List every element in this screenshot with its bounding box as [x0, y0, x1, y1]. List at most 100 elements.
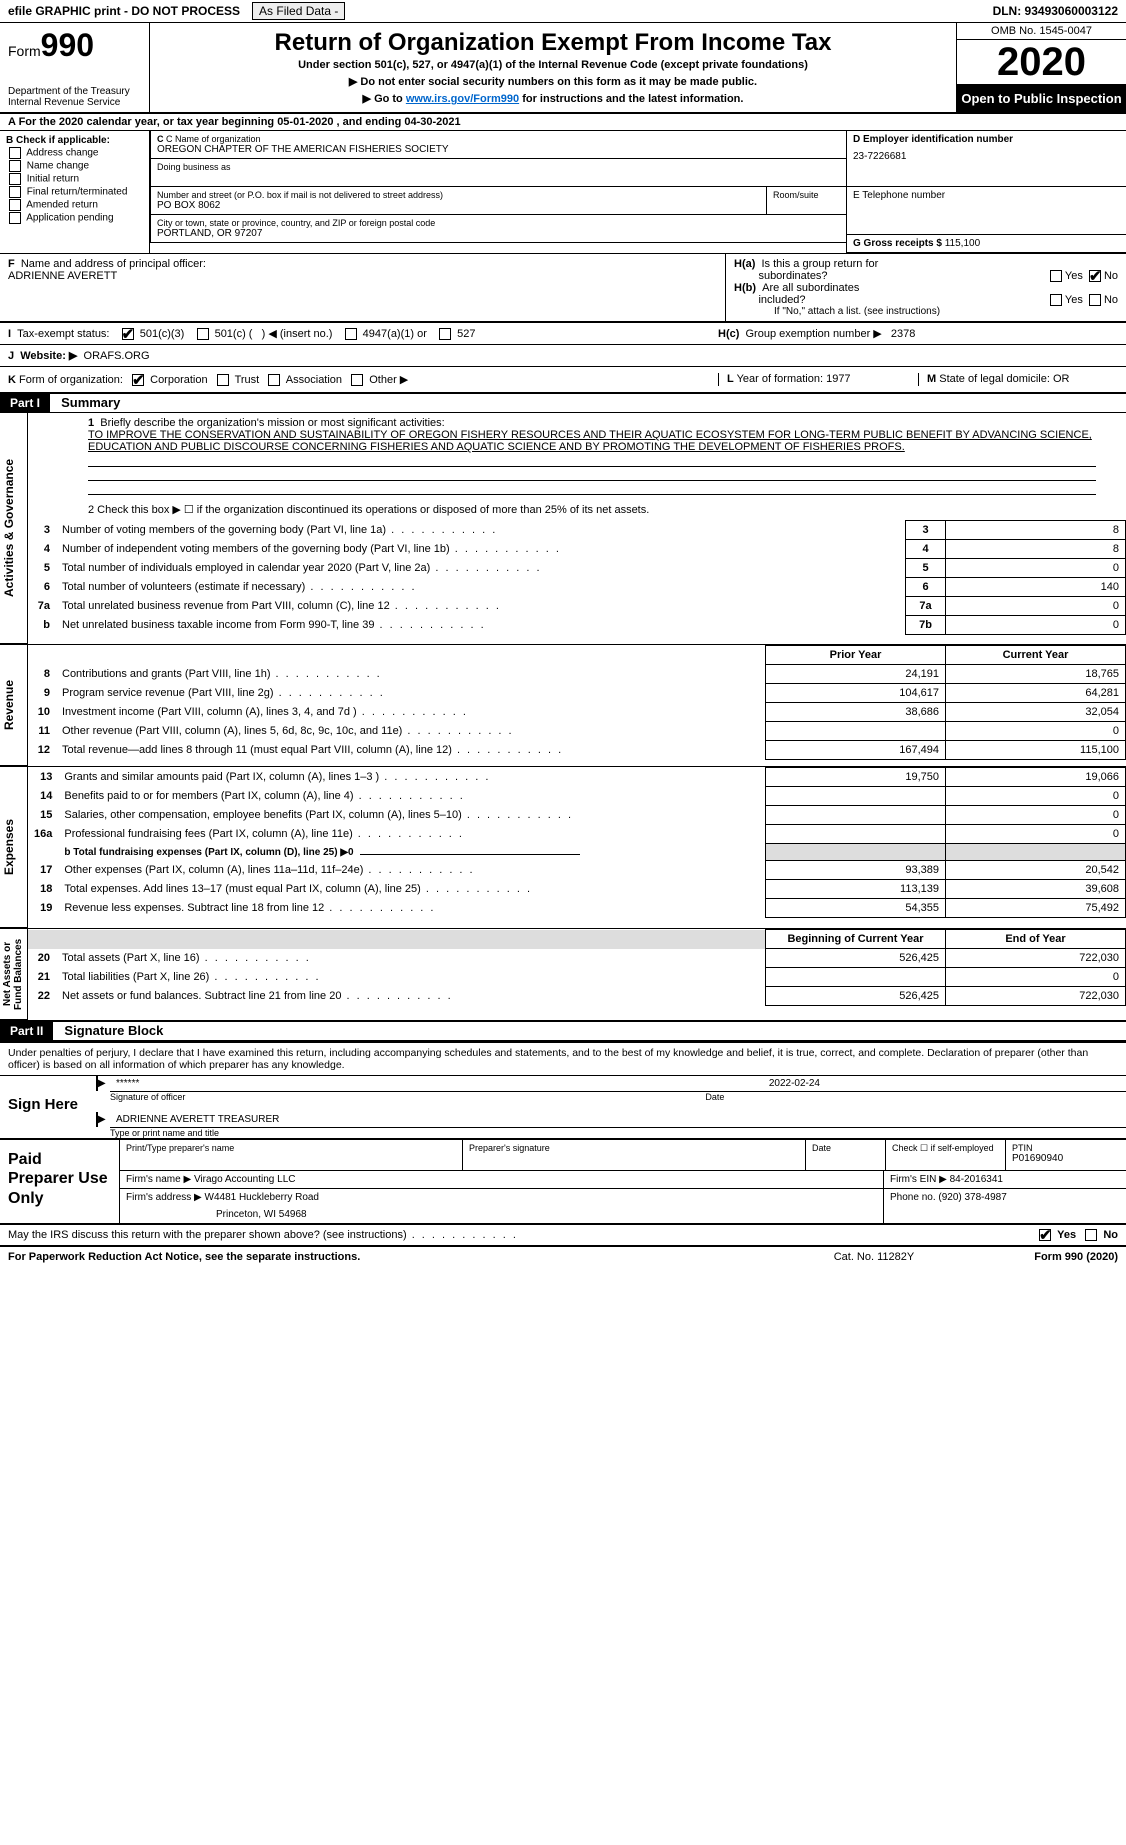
officer-name: ADRIENNE AVERETT — [8, 270, 717, 282]
j-website: J Website: ▶ ORAFS.ORG — [8, 349, 1118, 362]
org-name: OREGON CHAPTER OF THE AMERICAN FISHERIES… — [157, 144, 840, 155]
row-20: 20 Total assets (Part X, line 16) 526,42… — [28, 949, 1126, 968]
firm-ein: Firm's EIN ▶ 84-2016341 — [884, 1171, 1126, 1188]
sig-officer-label: Signature of officer — [110, 1092, 185, 1102]
street-label: Number and street (or P.O. box if mail i… — [157, 190, 760, 200]
ptin-value: P01690940 — [1012, 1153, 1120, 1164]
checkbox-name-change[interactable]: Name change — [6, 160, 143, 172]
i-tax-exempt: I Tax-exempt status: 501(c)(3) 501(c) ( … — [8, 327, 718, 340]
gov-row-6: 6 Total number of volunteers (estimate i… — [28, 578, 1126, 597]
firm-address: Firm's address ▶ W4481 Huckleberry Road — [126, 1192, 877, 1203]
sign-here-label: Sign Here — [0, 1076, 90, 1138]
gov-row-4: 4 Number of independent voting members o… — [28, 540, 1126, 559]
as-filed-btn[interactable]: As Filed Data - — [252, 2, 345, 20]
print-type-label: Print/Type preparer's name — [126, 1143, 456, 1153]
row-17: 17 Other expenses (Part IX, column (A), … — [28, 861, 1126, 880]
part1-badge: Part I — [0, 394, 50, 412]
part2-title: Signature Block — [56, 1021, 171, 1040]
row-a: A For the 2020 calendar year, or tax yea… — [0, 114, 1126, 131]
part1-title: Summary — [53, 393, 128, 412]
sig-date-label: Date — [705, 1092, 724, 1102]
checkbox-address-change[interactable]: Address change — [6, 147, 143, 159]
row-9: 9 Program service revenue (Part VIII, li… — [28, 684, 1126, 703]
gov-row-5: 5 Total number of individuals employed i… — [28, 559, 1126, 578]
row-13: 13 Grants and similar amounts paid (Part… — [28, 768, 1126, 787]
row-11: 11 Other revenue (Part VIII, column (A),… — [28, 722, 1126, 741]
city-label: City or town, state or province, country… — [157, 218, 840, 228]
form-number: Form990 — [8, 27, 141, 64]
checkbox-amended-return[interactable]: Amended return — [6, 199, 143, 211]
hc-row: H(c) Group exemption number ▶ 2378 — [718, 327, 1118, 340]
form-title: Return of Organization Exempt From Incom… — [158, 29, 948, 57]
dept-label: Department of the Treasury — [8, 86, 141, 97]
row-22: 22 Net assets or fund balances. Subtract… — [28, 987, 1126, 1006]
f-label: F Name and address of principal officer: — [8, 258, 717, 270]
subtitle-1: Under section 501(c), 527, or 4947(a)(1)… — [158, 59, 948, 71]
form990-link[interactable]: www.irs.gov/Form990 — [406, 93, 519, 105]
e-label: E Telephone number — [853, 190, 1120, 201]
k-form-org: K Form of organization: Corporation Trus… — [8, 373, 718, 386]
m-state: M State of legal domicile: OR — [918, 373, 1118, 386]
inspection-label: Open to Public Inspection — [957, 85, 1126, 112]
row-14: 14 Benefits paid to or for members (Part… — [28, 787, 1126, 806]
ein-value: 23-7226681 — [853, 151, 1120, 162]
row-8: 8 Contributions and grants (Part VIII, l… — [28, 665, 1126, 684]
street-value: PO BOX 8062 — [157, 200, 760, 211]
netassets-table: Beginning of Current YearEnd of Year 20 … — [28, 929, 1126, 1006]
g-gross-receipts: G Gross receipts $ 115,100 — [846, 235, 1126, 253]
room-label: Room/suite — [773, 190, 840, 200]
name-title-label: Type or print name and title — [110, 1128, 1126, 1138]
l-year: L Year of formation: 1977 — [718, 373, 918, 386]
footer-right: Form 990 (2020) — [1034, 1251, 1118, 1263]
d-label: D Employer identification number — [853, 134, 1120, 145]
efile-label: efile GRAPHIC print - DO NOT PROCESS — [8, 4, 240, 18]
hb-row: H(b) Are all subordinates included? Yes … — [734, 282, 1118, 306]
q1-label: 1 Briefly describe the organization's mi… — [88, 417, 1096, 429]
footer-left: For Paperwork Reduction Act Notice, see … — [8, 1251, 360, 1263]
perjury-declaration: Under penalties of perjury, I declare th… — [0, 1041, 1126, 1076]
check-self-employed: Check ☐ if self-employed — [886, 1140, 1006, 1170]
form-header: Form990 Department of the Treasury Inter… — [0, 23, 1126, 114]
row-10: 10 Investment income (Part VIII, column … — [28, 703, 1126, 722]
tax-year: 2020 — [957, 40, 1126, 85]
sig-stars: ****** — [116, 1078, 139, 1089]
row-18: 18 Total expenses. Add lines 13–17 (must… — [28, 880, 1126, 899]
part2-badge: Part II — [0, 1022, 53, 1040]
officer-name-title: ADRIENNE AVERETT TREASURER — [116, 1114, 279, 1125]
q2-text: 2 Check this box ▶ ☐ if the organization… — [28, 499, 1126, 520]
gov-row-7a: 7a Total unrelated business revenue from… — [28, 597, 1126, 616]
entity-block: B Check if applicable: Address change Na… — [0, 131, 1126, 254]
footer-mid: Cat. No. 11282Y — [834, 1251, 915, 1263]
row-15: 15 Salaries, other compensation, employe… — [28, 806, 1126, 825]
gov-row-7b: b Net unrelated business taxable income … — [28, 616, 1126, 635]
side-netassets: Net Assets or Fund Balances — [0, 929, 26, 1019]
checkbox-application-pending[interactable]: Application pending — [6, 212, 143, 224]
checkbox-initial-return[interactable]: Initial return — [6, 173, 143, 185]
governance-table: 3 Number of voting members of the govern… — [28, 520, 1126, 635]
c-name-label: C C Name of organization — [157, 134, 840, 144]
may-irs-discuss: May the IRS discuss this return with the… — [0, 1225, 1126, 1247]
row-19: 19 Revenue less expenses. Subtract line … — [28, 899, 1126, 918]
hb-note: If "No," attach a list. (see instruction… — [774, 306, 1118, 317]
side-governance: Activities & Governance — [0, 413, 18, 643]
firm-name: Firm's name ▶ Virago Accounting LLC — [120, 1171, 884, 1188]
sig-date: 2022-02-24 — [769, 1078, 820, 1089]
ptin-label: PTIN — [1012, 1143, 1120, 1153]
gov-row-3: 3 Number of voting members of the govern… — [28, 521, 1126, 540]
paid-preparer-label: Paid Preparer Use Only — [0, 1140, 120, 1223]
row-16a: 16a Professional fundraising fees (Part … — [28, 825, 1126, 844]
mission-text: TO IMPROVE THE CONSERVATION AND SUSTAINA… — [88, 429, 1096, 453]
side-expenses: Expenses — [0, 767, 18, 927]
firm-phone: Phone no. (920) 378-4987 — [884, 1189, 1126, 1223]
ha-row: H(a) Is this a group return for subordin… — [734, 258, 1118, 282]
revenue-table: Prior YearCurrent Year 8 Contributions a… — [28, 645, 1126, 760]
subtitle-3: ▶ Go to www.irs.gov/Form990 for instruct… — [158, 92, 948, 105]
prep-date-label: Date — [812, 1143, 879, 1153]
preparer-sig-label: Preparer's signature — [469, 1143, 799, 1153]
checkbox-final-return-terminated[interactable]: Final return/terminated — [6, 186, 143, 198]
dba-label: Doing business as — [157, 162, 840, 172]
city-value: PORTLAND, OR 97207 — [157, 228, 840, 239]
row-21: 21 Total liabilities (Part X, line 26) 0 — [28, 968, 1126, 987]
row-12: 12 Total revenue—add lines 8 through 11 … — [28, 741, 1126, 760]
irs-label: Internal Revenue Service — [8, 97, 141, 108]
